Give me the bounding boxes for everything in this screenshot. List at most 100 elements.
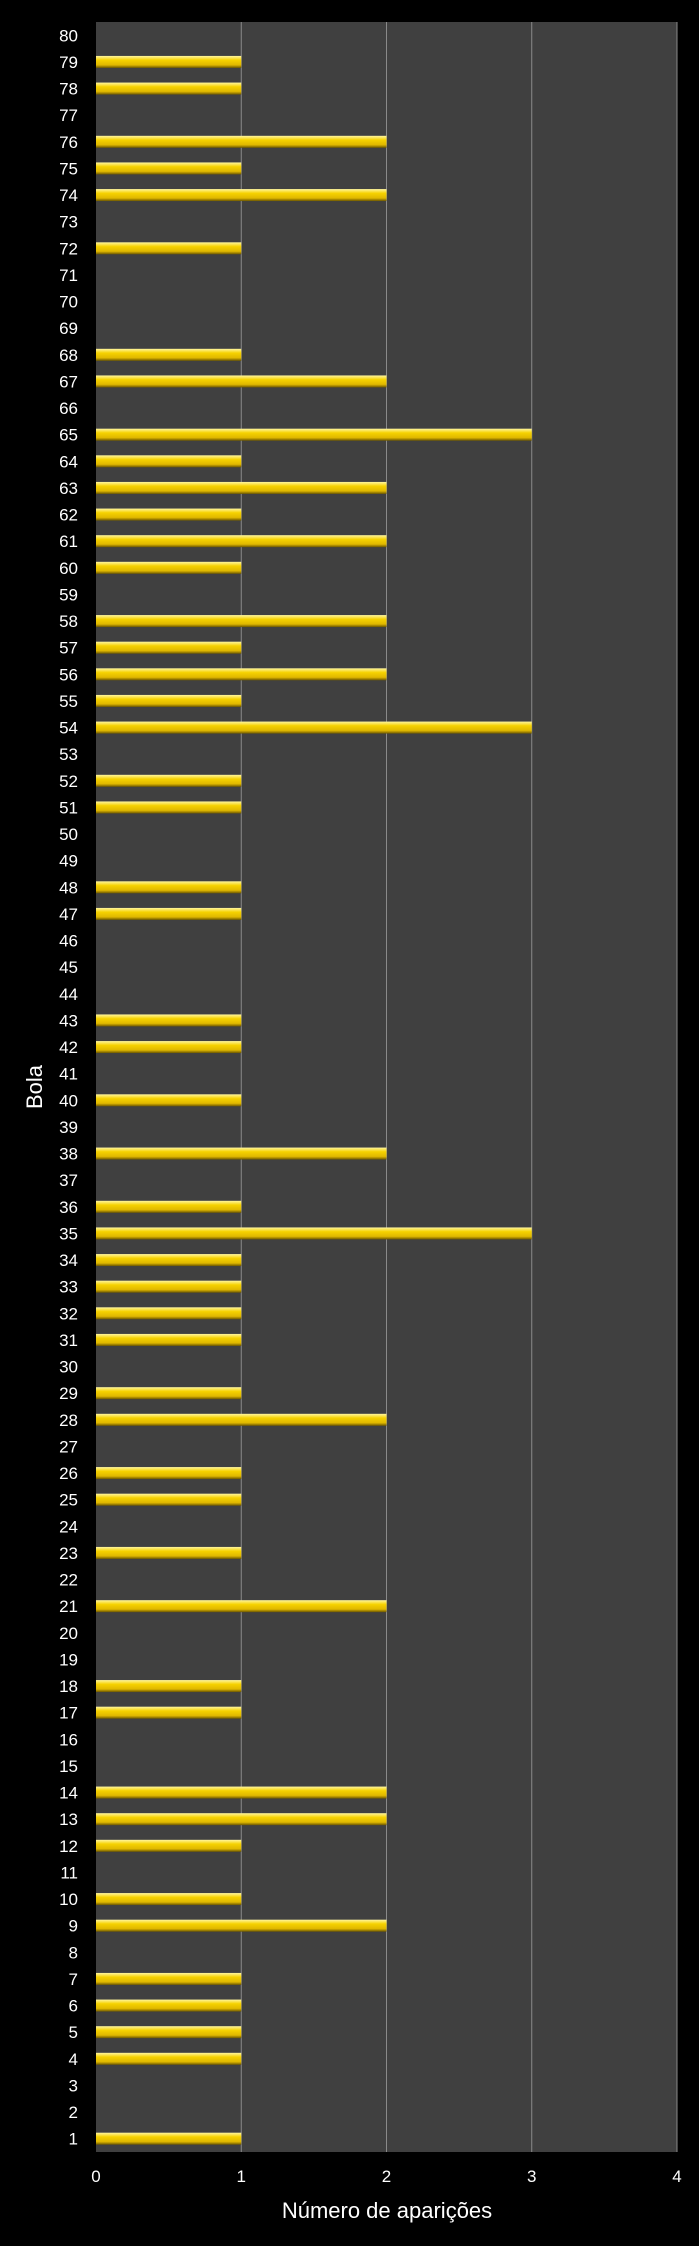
bar-23 <box>96 1546 242 1559</box>
y-tick-label: 27 <box>59 1437 78 1456</box>
y-tick-label: 46 <box>59 932 78 951</box>
y-tick-label: 5 <box>69 2023 78 2042</box>
y-axis-title: Bola <box>22 1064 47 1109</box>
bar-9 <box>96 1919 387 1932</box>
y-tick-label: 63 <box>59 479 78 498</box>
y-tick-label: 60 <box>59 559 78 578</box>
y-tick-label: 47 <box>59 905 78 924</box>
y-tick-label: 12 <box>59 1837 78 1856</box>
bar-34 <box>96 1254 242 1267</box>
bar-7 <box>96 1972 242 1985</box>
y-tick-label: 80 <box>59 26 78 45</box>
y-tick-label: 33 <box>59 1278 78 1297</box>
y-tick-label: 11 <box>60 1863 78 1882</box>
bar-78 <box>96 82 242 95</box>
y-tick-label: 40 <box>59 1091 78 1110</box>
y-tick-label: 78 <box>59 80 78 99</box>
y-tick-label: 25 <box>59 1491 78 1510</box>
bar-21 <box>96 1600 387 1613</box>
bar-5 <box>96 2026 242 2039</box>
bar-32 <box>96 1307 242 1320</box>
y-tick-label: 44 <box>59 985 78 1004</box>
y-tick-label: 1 <box>69 2130 78 2149</box>
y-tick-label: 37 <box>59 1171 78 1190</box>
bar-75 <box>96 162 242 175</box>
bar-13 <box>96 1813 387 1826</box>
bar-64 <box>96 455 242 468</box>
y-tick-label: 68 <box>59 346 78 365</box>
bar-42 <box>96 1041 242 1054</box>
y-tick-label: 8 <box>69 1943 78 1962</box>
bar-62 <box>96 508 242 521</box>
bar-76 <box>96 135 387 148</box>
y-tick-label: 55 <box>59 692 78 711</box>
y-tick-label: 57 <box>59 639 78 658</box>
y-tick-label: 79 <box>59 53 78 72</box>
bar-65 <box>96 428 532 441</box>
y-tick-label: 31 <box>59 1331 78 1350</box>
y-tick-label: 54 <box>59 719 78 738</box>
y-tick-label: 21 <box>59 1597 78 1616</box>
y-tick-label: 59 <box>59 585 78 604</box>
bar-68 <box>96 348 242 361</box>
bar-54 <box>96 721 532 734</box>
y-tick-label: 72 <box>59 239 78 258</box>
bar-57 <box>96 641 242 654</box>
bar-56 <box>96 668 387 681</box>
y-tick-label: 65 <box>59 426 78 445</box>
y-tick-label: 66 <box>59 399 78 418</box>
y-tick-label: 61 <box>59 532 78 551</box>
y-tick-label: 76 <box>59 133 78 152</box>
y-tick-label: 41 <box>59 1065 78 1084</box>
y-tick-label: 17 <box>59 1704 78 1723</box>
y-tick-label: 71 <box>59 266 78 285</box>
bar-58 <box>96 615 387 628</box>
y-tick-label: 49 <box>59 852 78 871</box>
y-tick-label: 75 <box>59 159 78 178</box>
y-tick-label: 15 <box>59 1757 78 1776</box>
y-tick-label: 38 <box>59 1145 78 1164</box>
bar-31 <box>96 1333 242 1346</box>
bar-67 <box>96 375 387 388</box>
y-tick-label: 7 <box>69 1970 78 1989</box>
bar-51 <box>96 801 242 814</box>
x-tick-label: 2 <box>382 2167 391 2186</box>
x-tick-labels: 0 1 2 3 4 <box>91 2167 681 2186</box>
bar-10 <box>96 1893 242 1906</box>
bar-38 <box>96 1147 387 1160</box>
bar-52 <box>96 774 242 787</box>
y-tick-label: 43 <box>59 1011 78 1030</box>
y-tick-label: 32 <box>59 1304 78 1323</box>
y-tick-label: 45 <box>59 958 78 977</box>
bar-33 <box>96 1280 242 1293</box>
bar-79 <box>96 55 242 68</box>
y-tick-label: 4 <box>69 2050 78 2069</box>
bar-61 <box>96 535 387 548</box>
y-tick-label: 48 <box>59 878 78 897</box>
y-tick-label: 58 <box>59 612 78 631</box>
bar-14 <box>96 1786 387 1799</box>
y-tick-label: 77 <box>59 106 78 125</box>
bar-18 <box>96 1680 242 1693</box>
bar-17 <box>96 1706 242 1719</box>
bar-36 <box>96 1200 242 1213</box>
bar-47 <box>96 907 242 920</box>
y-tick-label: 14 <box>59 1784 78 1803</box>
y-tick-label: 18 <box>59 1677 78 1696</box>
y-tick-label: 24 <box>59 1517 78 1536</box>
y-tick-label: 10 <box>59 1890 78 1909</box>
y-tick-label: 2 <box>69 2103 78 2122</box>
y-tick-label: 3 <box>69 2076 78 2095</box>
y-tick-label: 23 <box>59 1544 78 1563</box>
bar-74 <box>96 189 387 202</box>
y-tick-label: 64 <box>59 452 78 471</box>
y-tick-label: 30 <box>59 1358 78 1377</box>
y-tick-label: 69 <box>59 319 78 338</box>
bar-28 <box>96 1413 387 1426</box>
y-tick-label: 16 <box>59 1730 78 1749</box>
x-tick-label: 0 <box>91 2167 100 2186</box>
bar-26 <box>96 1467 242 1480</box>
bars <box>96 55 532 2145</box>
x-tick-label: 4 <box>672 2167 681 2186</box>
y-tick-label: 73 <box>59 213 78 232</box>
